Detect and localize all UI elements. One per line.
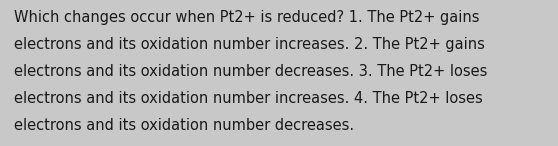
- Text: electrons and its oxidation number increases. 2. The Pt2+ gains: electrons and its oxidation number incre…: [14, 37, 485, 52]
- Text: Which changes occur when Pt2+ is reduced? 1. The Pt2+ gains: Which changes occur when Pt2+ is reduced…: [14, 10, 479, 25]
- Text: electrons and its oxidation number decreases. 3. The Pt2+ loses: electrons and its oxidation number decre…: [14, 64, 487, 79]
- Text: electrons and its oxidation number increases. 4. The Pt2+ loses: electrons and its oxidation number incre…: [14, 91, 483, 106]
- Text: electrons and its oxidation number decreases.: electrons and its oxidation number decre…: [14, 118, 354, 133]
